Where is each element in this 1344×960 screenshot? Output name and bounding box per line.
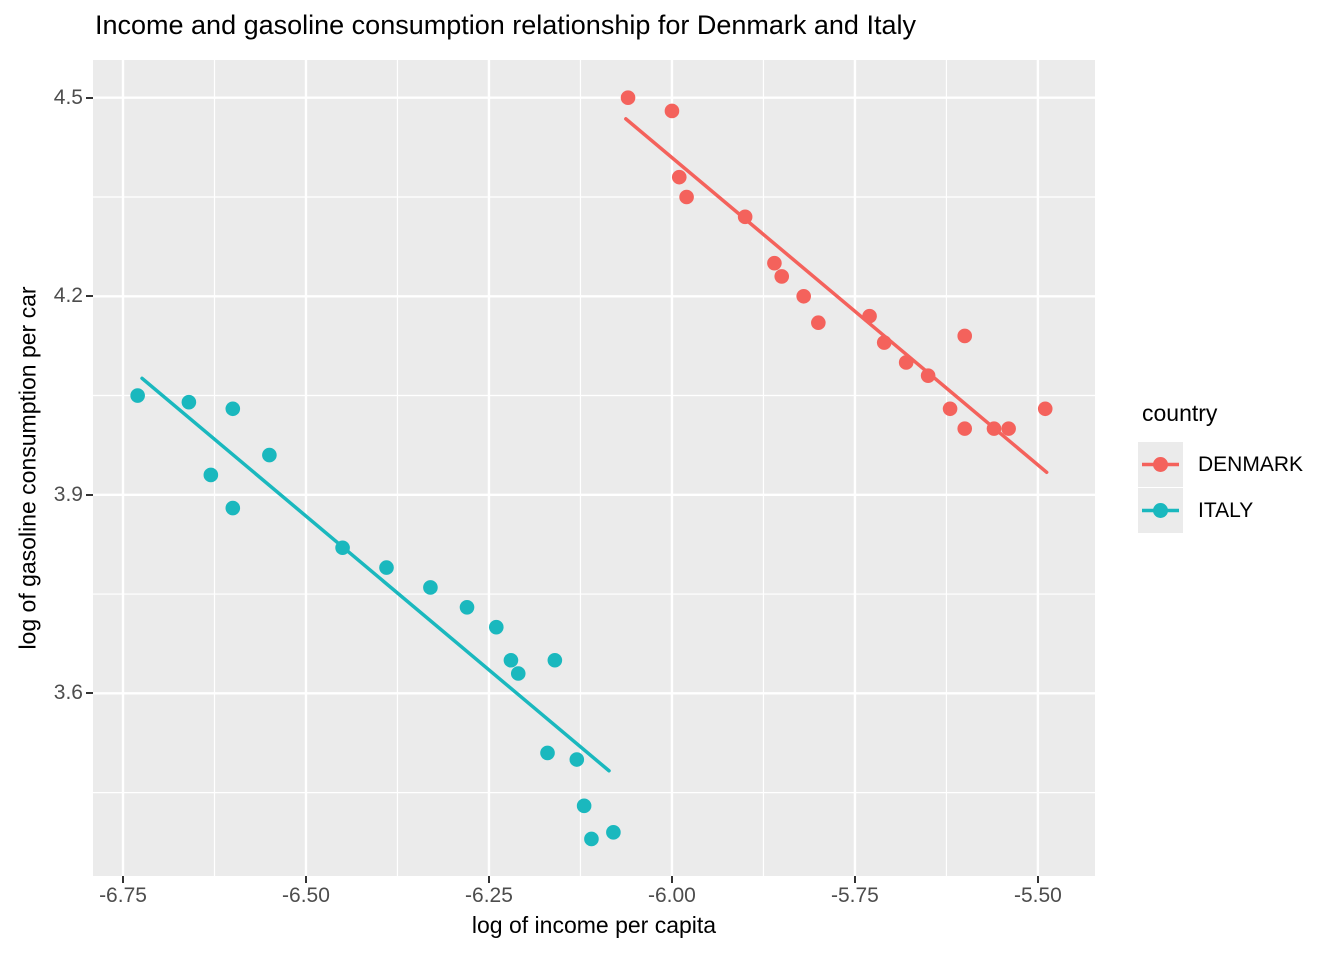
data-point-denmark bbox=[898, 355, 914, 370]
y-tick-label: 3.9 bbox=[53, 482, 83, 506]
y-tick-mark bbox=[86, 96, 93, 99]
trend-line-italy bbox=[140, 376, 611, 773]
data-point-italy bbox=[547, 652, 563, 668]
data-point-italy bbox=[130, 388, 145, 403]
plot-panel bbox=[93, 60, 1095, 876]
data-point-denmark bbox=[620, 90, 636, 106]
data-point-denmark bbox=[1001, 421, 1016, 436]
data-point-italy bbox=[576, 798, 592, 814]
legend-key-icon bbox=[1138, 442, 1183, 487]
data-point-italy bbox=[225, 500, 241, 516]
legend: country DENMARK ITALY bbox=[1138, 400, 1303, 534]
data-point-italy bbox=[540, 745, 555, 761]
x-tick-mark bbox=[670, 876, 673, 883]
x-axis-title: log of income per capita bbox=[471, 912, 717, 938]
data-point-italy bbox=[423, 580, 438, 595]
legend-label: ITALY bbox=[1198, 499, 1254, 522]
chart-title: Income and gasoline consumption relation… bbox=[95, 10, 916, 40]
data-point-italy bbox=[262, 447, 277, 463]
data-point-denmark bbox=[737, 209, 753, 225]
data-point-denmark bbox=[876, 335, 892, 350]
x-tick-mark bbox=[853, 876, 856, 883]
data-point-denmark bbox=[767, 255, 782, 271]
x-tick-mark bbox=[487, 876, 490, 883]
y-axis-title: log of gasoline consumption per car bbox=[14, 286, 41, 650]
x-tick-label: -6.75 bbox=[99, 884, 147, 907]
x-tick-label: -5.50 bbox=[1013, 884, 1062, 907]
y-tick-mark bbox=[86, 295, 93, 298]
data-point-italy bbox=[488, 619, 504, 635]
legend-entries: DENMARK ITALY bbox=[1138, 442, 1303, 534]
x-tick-mark bbox=[304, 876, 307, 883]
data-point-italy bbox=[510, 666, 526, 681]
data-point-denmark bbox=[862, 308, 877, 324]
data-point-italy bbox=[459, 600, 475, 615]
data-point-italy bbox=[584, 831, 599, 847]
data-point-italy bbox=[606, 825, 621, 840]
data-point-denmark bbox=[942, 401, 958, 417]
y-tick-mark bbox=[86, 493, 93, 496]
x-tick-mark bbox=[122, 876, 124, 883]
legend-entry-italy: ITALY bbox=[1138, 488, 1303, 534]
x-tick-mark bbox=[1036, 876, 1039, 883]
x-tick-label: -5.75 bbox=[830, 884, 879, 907]
data-point-denmark bbox=[774, 269, 790, 284]
y-tick-label: 3.6 bbox=[53, 681, 83, 705]
data-point-denmark bbox=[796, 288, 811, 304]
legend-title: country bbox=[1142, 400, 1218, 426]
legend-entry-denmark: DENMARK bbox=[1138, 442, 1303, 488]
legend-key-icon bbox=[1138, 488, 1183, 533]
data-point-denmark bbox=[986, 421, 1002, 436]
y-tick-mark bbox=[86, 692, 93, 695]
data-point-italy bbox=[225, 401, 241, 417]
data-point-denmark bbox=[679, 189, 694, 205]
data-point-italy bbox=[203, 467, 219, 483]
data-point-denmark bbox=[920, 368, 936, 383]
legend-label: DENMARK bbox=[1198, 453, 1304, 476]
plot-area bbox=[93, 60, 1095, 876]
data-point-denmark bbox=[1037, 401, 1053, 417]
x-tick-label: -6.00 bbox=[648, 884, 696, 907]
data-point-italy bbox=[503, 652, 519, 668]
trend-line-denmark bbox=[624, 117, 1049, 475]
x-tick-label: -6.50 bbox=[282, 884, 330, 907]
data-point-italy bbox=[335, 540, 350, 556]
data-point-denmark bbox=[957, 328, 973, 344]
y-tick-label: 4.2 bbox=[53, 284, 83, 308]
data-point-denmark bbox=[671, 169, 687, 185]
data-point-italy bbox=[379, 560, 394, 575]
y-tick-label: 4.5 bbox=[53, 85, 83, 109]
data-point-denmark bbox=[811, 315, 826, 331]
data-point-italy bbox=[181, 394, 197, 410]
data-point-denmark bbox=[664, 103, 680, 119]
data-point-denmark bbox=[957, 421, 973, 436]
x-tick-label: -6.25 bbox=[465, 884, 513, 907]
data-point-italy bbox=[569, 752, 585, 767]
